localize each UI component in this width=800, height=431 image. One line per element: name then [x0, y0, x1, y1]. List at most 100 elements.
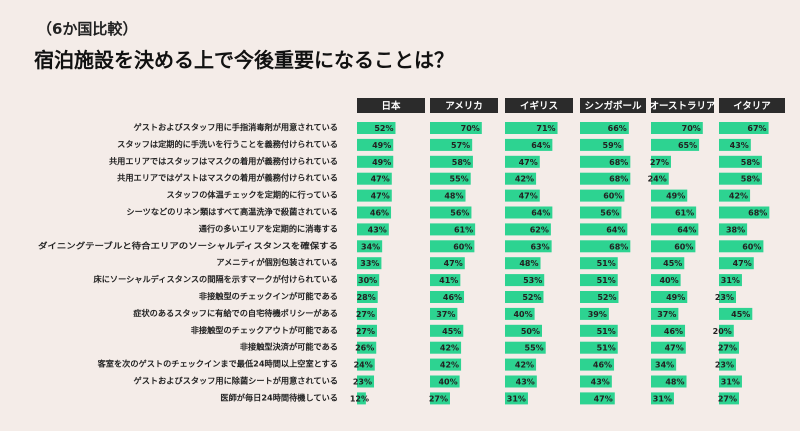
value-label: 64% — [606, 225, 625, 234]
country-header-bg — [651, 98, 714, 113]
chart-title: 宿泊施設を決める上で今後重要になることは？ — [34, 48, 454, 72]
row-label: シーツなどのリネン類はすべて高温洗浄で殺菌されている — [126, 207, 338, 217]
row-label: 症状のあるスタッフに有給での自宅待機ポリシーがある — [133, 308, 338, 318]
bar — [719, 206, 770, 219]
row-label: ダイニングテーブルと待合エリアのソーシャルディスタンスを確保する — [38, 240, 338, 250]
row-label: 通行の多いエリアを定期的に消毒する — [199, 223, 338, 233]
bar — [651, 324, 686, 337]
bar — [580, 274, 618, 287]
value-label: 40% — [438, 378, 457, 387]
bar — [505, 375, 537, 388]
value-label: 62% — [530, 225, 549, 234]
bar — [430, 138, 473, 151]
value-label: 47% — [733, 259, 752, 268]
bar — [580, 206, 622, 219]
value-label: 48% — [444, 192, 463, 201]
value-label: 42% — [729, 192, 748, 201]
value-label: 47% — [665, 344, 684, 353]
bar — [505, 257, 541, 270]
value-label: 45% — [731, 310, 750, 319]
bar — [580, 307, 609, 320]
bar — [357, 341, 377, 354]
bar — [357, 206, 392, 219]
bar — [651, 358, 677, 371]
value-label: 24% — [648, 175, 667, 184]
bar — [580, 122, 629, 134]
country-header-label: アメリカ — [445, 101, 483, 112]
bar — [357, 172, 392, 185]
bar — [357, 257, 382, 270]
value-label: 42% — [440, 344, 459, 353]
bar — [357, 307, 377, 320]
bar — [651, 291, 688, 303]
value-label: 37% — [436, 310, 455, 319]
country-header-label: シンガポール — [584, 100, 642, 112]
value-label: 46% — [370, 209, 389, 218]
bar — [430, 172, 471, 185]
bar — [719, 122, 769, 134]
bar — [357, 223, 389, 236]
row-label: 客室を次のゲストのチェックインまで最低24時間以上空室とする — [97, 359, 338, 369]
bar — [719, 341, 739, 354]
country-header-label: イギリス — [520, 100, 558, 112]
bar — [580, 358, 615, 371]
bar — [357, 122, 396, 134]
value-label: 60% — [603, 192, 622, 201]
bar — [357, 291, 378, 303]
bar — [430, 274, 461, 287]
value-label: 50% — [521, 327, 540, 336]
value-label: 68% — [609, 158, 628, 167]
bar — [430, 324, 464, 337]
bar — [430, 240, 475, 253]
value-label: 27% — [718, 344, 737, 353]
bar — [719, 223, 748, 236]
value-label: 28% — [357, 293, 376, 302]
value-label: 31% — [721, 378, 740, 387]
bar — [430, 392, 450, 405]
bar — [430, 189, 466, 202]
bar — [651, 138, 700, 151]
bar — [505, 324, 542, 337]
bar — [719, 172, 762, 185]
bar — [505, 223, 551, 236]
value-label: 40% — [513, 310, 532, 319]
bar — [357, 240, 383, 253]
value-label: 42% — [515, 361, 534, 370]
value-label: 67% — [747, 124, 766, 133]
bar — [357, 324, 377, 337]
country-header-bg — [719, 98, 785, 113]
value-label: 47% — [371, 192, 390, 201]
value-label: 49% — [372, 141, 391, 150]
bar — [430, 375, 460, 388]
value-label: 45% — [442, 327, 461, 336]
value-label: 24% — [354, 361, 373, 370]
value-label: 58% — [452, 158, 471, 167]
bar — [430, 122, 482, 134]
bar — [580, 189, 625, 202]
bar — [505, 307, 535, 320]
value-label: 43% — [516, 378, 535, 387]
value-label: 70% — [682, 124, 701, 133]
value-label: 56% — [600, 209, 619, 218]
value-label: 37% — [657, 310, 676, 319]
row-label: 医師が毎日24時間待機している — [220, 392, 338, 402]
value-label: 42% — [440, 361, 459, 370]
country-header-bg — [505, 98, 573, 113]
bar — [505, 189, 540, 202]
value-label: 48% — [665, 378, 684, 387]
bar — [505, 206, 553, 219]
value-label: 23% — [353, 378, 372, 387]
bar — [719, 189, 751, 202]
value-label: 60% — [453, 242, 472, 251]
bar — [505, 240, 552, 253]
value-label: 58% — [741, 175, 760, 184]
value-label: 40% — [659, 276, 678, 285]
bar — [580, 375, 612, 388]
bar — [430, 358, 462, 371]
bar — [430, 257, 465, 270]
value-label: 31% — [721, 276, 740, 285]
bar — [580, 172, 631, 185]
value-label: 27% — [718, 394, 737, 403]
bar — [719, 392, 739, 405]
